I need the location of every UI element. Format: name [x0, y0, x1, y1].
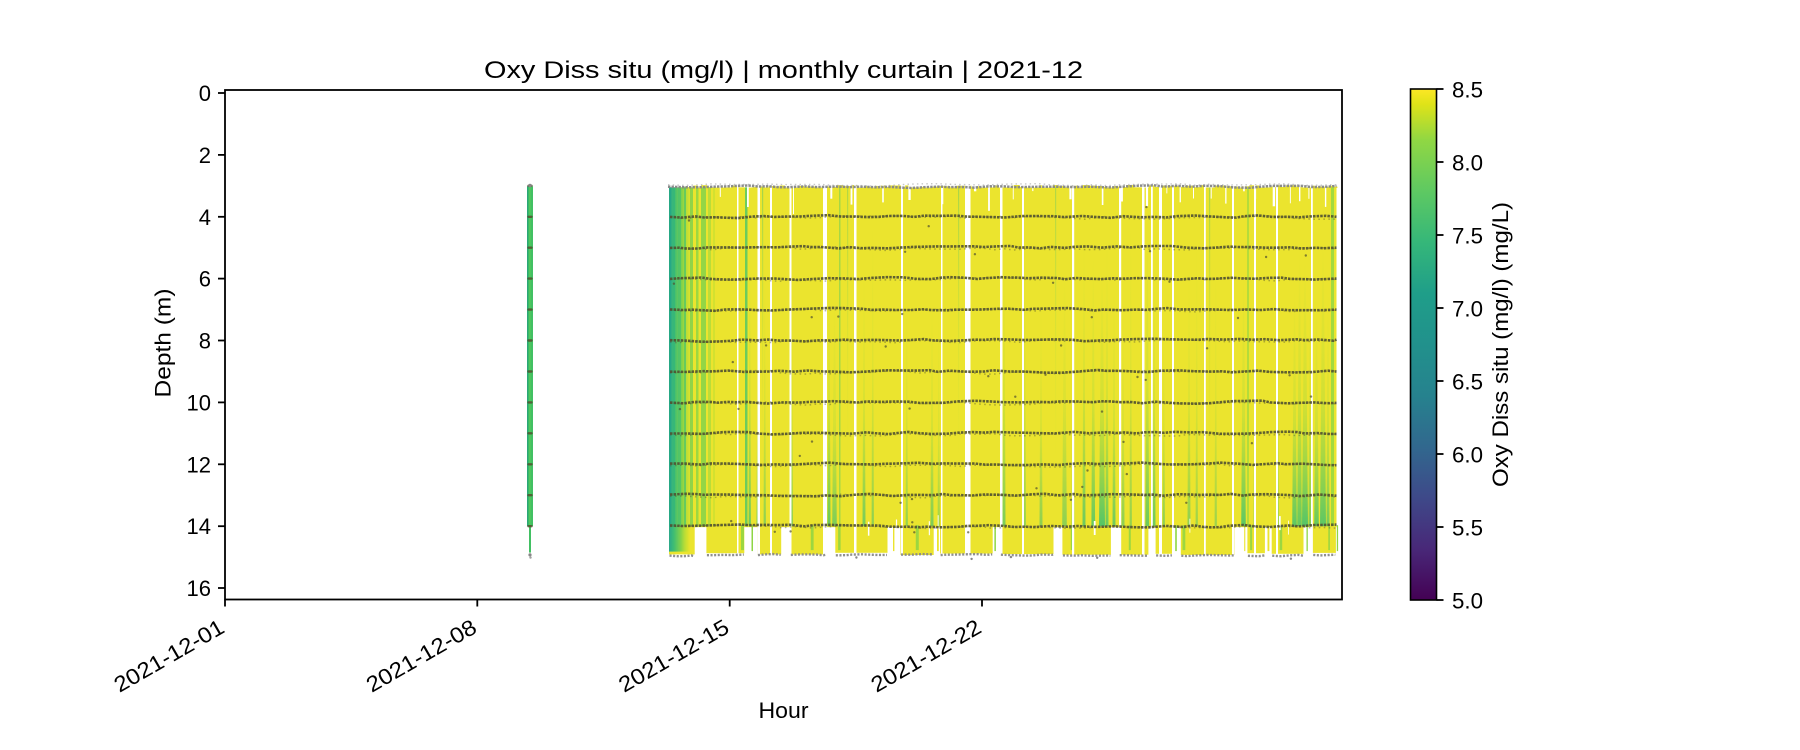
- svg-text:12: 12: [187, 452, 211, 477]
- svg-text:6: 6: [199, 267, 211, 292]
- svg-text:8: 8: [199, 329, 211, 354]
- svg-text:5.0: 5.0: [1452, 588, 1483, 613]
- svg-text:16: 16: [187, 576, 211, 601]
- svg-text:Oxy Diss situ (mg/l) | monthly: Oxy Diss situ (mg/l) | monthly curtain |…: [484, 57, 1083, 84]
- svg-text:Oxy Diss situ (mg/l) (mg/L): Oxy Diss situ (mg/l) (mg/L): [1488, 202, 1513, 487]
- svg-text:10: 10: [187, 390, 211, 415]
- svg-text:2: 2: [199, 143, 211, 168]
- svg-text:8.5: 8.5: [1452, 77, 1483, 102]
- svg-text:4: 4: [199, 205, 211, 230]
- svg-text:14: 14: [187, 514, 211, 539]
- svg-text:6.5: 6.5: [1452, 369, 1483, 394]
- svg-text:7.0: 7.0: [1452, 296, 1483, 321]
- svg-text:6.0: 6.0: [1452, 442, 1483, 467]
- svg-text:8.0: 8.0: [1452, 150, 1483, 175]
- svg-text:Hour: Hour: [759, 698, 809, 723]
- svg-text:Depth (m): Depth (m): [151, 289, 176, 398]
- svg-text:7.5: 7.5: [1452, 223, 1483, 248]
- svg-text:5.5: 5.5: [1452, 515, 1483, 540]
- svg-text:0: 0: [199, 81, 211, 106]
